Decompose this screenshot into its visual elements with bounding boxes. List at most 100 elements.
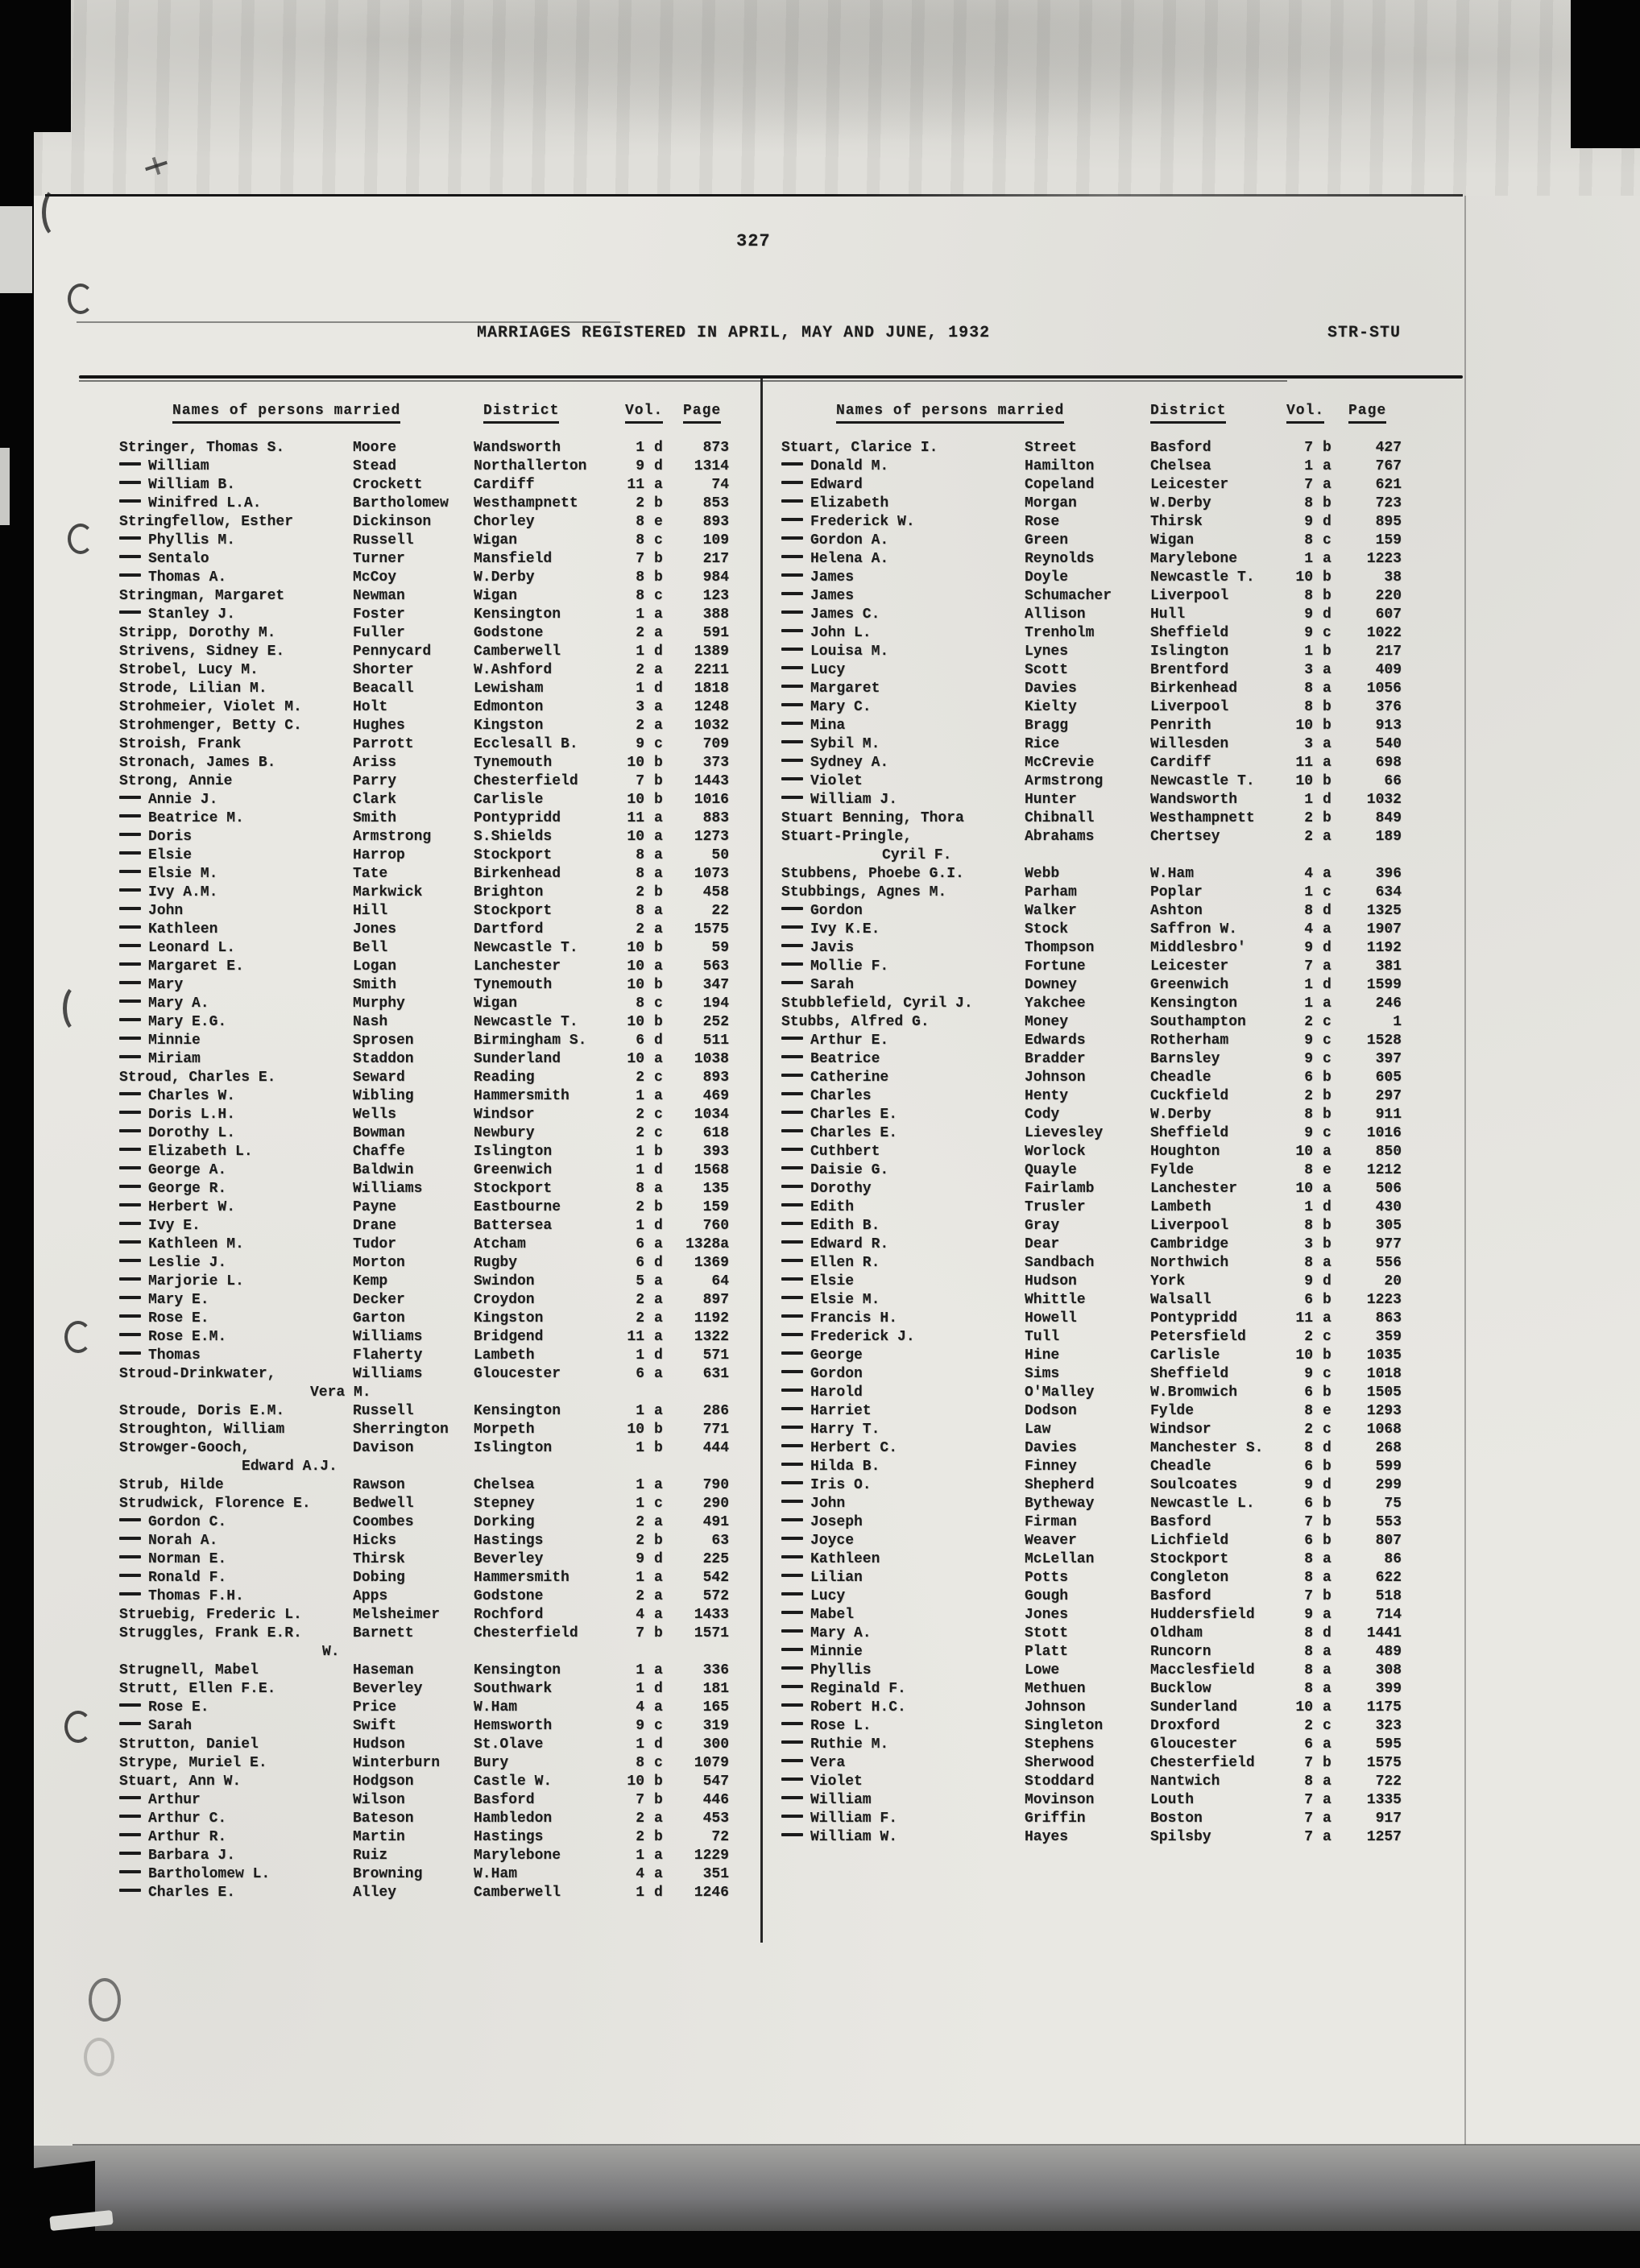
column-header-names-right: Names of persons married	[836, 403, 1065, 424]
name-cell: Robert H.C.	[781, 1699, 1025, 1717]
name-cell: Stroish, Frank	[119, 736, 242, 752]
spouse-cell: Stead	[353, 458, 397, 474]
name-cell: Thomas A.	[119, 569, 353, 587]
name-cell: Minnie	[781, 1643, 1025, 1662]
page-cell: 540	[1375, 736, 1402, 752]
page-cell: 605	[1375, 1070, 1402, 1086]
ditto-dash-icon	[781, 1480, 803, 1484]
table-row: Strub, Hilde Rawson Chelsea 1 a 790	[119, 1476, 729, 1495]
district-cell: Birkenhead	[1150, 681, 1238, 697]
table-row: George Hine Carlisle 10 b 1035	[781, 1347, 1402, 1365]
volletter-cell: a	[654, 1866, 663, 1882]
ditto-dash-icon	[781, 684, 803, 688]
ditto-dash-icon	[781, 1184, 803, 1188]
page-cell: 458	[702, 884, 729, 900]
spouse-cell: Swift	[353, 1718, 397, 1734]
name-cell: Rose L.	[781, 1717, 1025, 1736]
district-cell: Stockport	[474, 903, 553, 919]
spouse-cell: Sandbach	[1025, 1255, 1095, 1271]
vol-cell: 2	[1304, 1329, 1313, 1345]
right-column-table: Stuart, Clarice I. Street Basford 7 b 427 Dona…	[781, 439, 1402, 1847]
volletter-cell: a	[654, 1236, 663, 1252]
district-cell: Carlisle	[474, 792, 544, 808]
name-cell: Gordon	[781, 902, 1025, 921]
volletter-cell: a	[654, 1051, 663, 1067]
name-cell: Strohmenger, Betty C.	[119, 718, 302, 734]
volletter-cell: c	[654, 1070, 663, 1086]
vol-cell: 9	[636, 1718, 644, 1734]
ditto-dash-icon	[781, 480, 803, 484]
volletter-cell	[1313, 846, 1336, 865]
table-row: Gordon C. Coombes Dorking 2 a 491	[119, 1513, 729, 1532]
spouse-cell: Bell	[353, 940, 388, 956]
name-cell: Joyce	[781, 1532, 1025, 1550]
district-cell: Cardiff	[474, 477, 535, 493]
district-cell: St.Olave	[474, 1736, 544, 1753]
district-cell: Kensington	[474, 1662, 561, 1678]
spouse-cell: Ariss	[353, 755, 397, 771]
spouse-cell: Fairlamb	[1025, 1181, 1095, 1197]
ditto-dash-icon	[119, 1258, 141, 1262]
name-cell: Vera	[781, 1754, 1025, 1773]
ditto-dash-icon	[119, 573, 141, 577]
page-cell: 1328a	[685, 1236, 729, 1252]
table-row: Sybil M. Rice Willesden 3 a 540	[781, 735, 1402, 754]
name-cell: Doris	[119, 828, 353, 846]
table-row: Minnie Platt Runcorn 8 a 489	[781, 1643, 1402, 1662]
volletter-cell: a	[654, 1310, 663, 1326]
table-row: Joseph Firman Basford 7 b 553	[781, 1513, 1402, 1532]
table-row: Catherine Johnson Cheadle 6 b 605	[781, 1069, 1402, 1087]
page-cell	[667, 1643, 729, 1662]
district-cell	[474, 1643, 615, 1662]
ditto-dash-icon	[119, 943, 141, 947]
table-row: Arthur Wilson Basford 7 b 446	[119, 1791, 729, 1810]
page-cell: 621	[1375, 477, 1402, 493]
name-cell: James	[781, 587, 1025, 606]
vol-cell: 9	[1304, 1273, 1313, 1289]
page-cell: 217	[702, 551, 729, 567]
district-cell: Swindon	[474, 1273, 535, 1289]
district-cell: Windsor	[474, 1107, 535, 1123]
page-cell: 220	[1375, 588, 1402, 604]
district-cell: W.Ham	[474, 1699, 518, 1715]
volletter-cell: c	[1323, 1422, 1331, 1438]
volletter-cell: a	[1323, 1255, 1331, 1271]
vol-cell: 1	[636, 1347, 644, 1364]
volletter-cell: a	[1323, 921, 1331, 937]
table-row: Arthur C. Bateson Hambledon 2 a 453	[119, 1810, 729, 1828]
district-cell: Marylebone	[1150, 551, 1238, 567]
name-cell: William J.	[781, 791, 1025, 809]
table-row: Mina Bragg Penrith 10 b 913	[781, 717, 1402, 735]
name-cell: Stripp, Dorothy M.	[119, 625, 276, 641]
ditto-dash-icon	[119, 1888, 141, 1892]
page-edge-line	[1464, 196, 1466, 2145]
page-cell: 913	[1375, 718, 1402, 734]
page-cell: 1229	[694, 1848, 729, 1864]
ditto-dash-icon	[781, 1721, 803, 1725]
spouse-cell: Johnson	[1025, 1699, 1086, 1715]
spouse-cell: Rose	[1025, 514, 1060, 530]
volletter-cell: c	[1323, 1718, 1331, 1734]
page-cell: 607	[1375, 606, 1402, 623]
page-cell: 1032	[1366, 792, 1402, 808]
volletter-cell: a	[654, 1181, 663, 1197]
ditto-dash-icon	[119, 1591, 141, 1595]
name-cell: William W.	[781, 1828, 1025, 1847]
district-cell: Manchester S.	[1150, 1440, 1264, 1456]
spouse-cell: Singleton	[1025, 1718, 1104, 1734]
name-cell: Harry T.	[781, 1421, 1025, 1439]
spouse-cell: Gough	[1025, 1588, 1069, 1604]
vol-cell: 2	[636, 1107, 644, 1123]
spouse-cell: Platt	[1025, 1644, 1069, 1660]
name-cell: Strivens, Sidney E.	[119, 644, 285, 660]
vol-cell: 3	[1304, 736, 1313, 752]
name-cell: Charles E.	[781, 1124, 1025, 1143]
volletter-cell: a	[654, 1477, 663, 1493]
district-cell: Newcastle T.	[474, 940, 578, 956]
page-cell: 64	[711, 1273, 729, 1289]
table-row: Ivy E. Drane Battersea 1 d 760	[119, 1217, 729, 1235]
ditto-dash-icon	[119, 554, 141, 558]
volletter-cell: b	[1323, 1588, 1331, 1604]
spouse-cell: Stock	[1025, 921, 1069, 937]
vol-cell: 5	[636, 1273, 644, 1289]
